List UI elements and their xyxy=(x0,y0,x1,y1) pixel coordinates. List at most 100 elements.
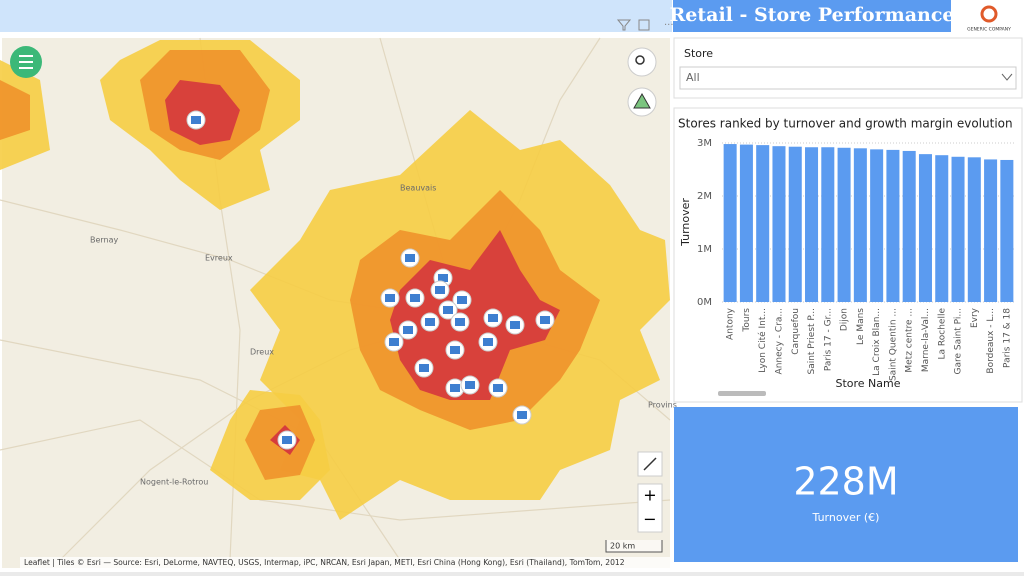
x-tick-label: Annecy - Cra... xyxy=(774,308,784,374)
logo-icon xyxy=(980,5,998,23)
store-icon xyxy=(510,321,520,329)
bar xyxy=(984,159,998,302)
store-icon xyxy=(455,318,465,326)
attribution[interactable]: Leaflet | Tiles © Esri — Source: Esri, D… xyxy=(24,558,625,567)
store-icon xyxy=(443,306,453,314)
bar xyxy=(918,154,932,302)
place-label: Bernay xyxy=(90,236,119,245)
bar-chart: 0M 1M 2M 3M Antony Tours Lyon Cité Int... Annec… xyxy=(697,138,1015,381)
scrollbar[interactable] xyxy=(718,391,766,396)
x-tick-label: Lyon Cité Int... xyxy=(757,308,768,373)
place-label: Provins xyxy=(648,401,677,410)
store-icon xyxy=(457,296,467,304)
slicer-value: All xyxy=(686,71,700,84)
store-icon xyxy=(389,338,399,346)
bar xyxy=(723,144,737,302)
store-icon xyxy=(483,338,493,346)
scale-bar xyxy=(605,540,663,553)
bar xyxy=(821,147,835,302)
store-icon xyxy=(385,294,395,302)
zoom-out[interactable]: − xyxy=(643,510,656,529)
visual-header xyxy=(0,0,672,32)
store-icons xyxy=(186,110,555,450)
store-icon xyxy=(517,411,527,419)
store-icon xyxy=(410,294,420,302)
place-label: Dreux xyxy=(250,348,274,357)
x-tick-label: Saint Quentin ... xyxy=(888,308,898,381)
bar xyxy=(772,146,786,302)
zone-red xyxy=(390,230,560,400)
store-icon xyxy=(405,254,415,262)
x-tick-label: Saint Priest P... xyxy=(807,308,817,375)
kpi-label: Turnover (€) xyxy=(812,511,880,524)
x-axis-title: Store Name xyxy=(835,377,900,390)
focus-icon[interactable] xyxy=(638,19,650,31)
search-button[interactable] xyxy=(627,47,657,77)
store-icon xyxy=(425,318,435,326)
x-tick-label: Bordeaux - L... xyxy=(986,308,996,374)
store-icon xyxy=(419,364,429,372)
y-tick-label: 0M xyxy=(697,297,712,308)
bar xyxy=(805,147,819,302)
slicer-label: Store xyxy=(684,47,713,60)
bar xyxy=(951,156,965,302)
bar xyxy=(739,144,753,302)
bar xyxy=(902,150,916,302)
bar xyxy=(853,148,867,302)
x-tick-label: Le Mans xyxy=(856,308,866,345)
store-icon xyxy=(540,316,550,324)
store-icon xyxy=(403,326,413,334)
y-axis-title: Turnover xyxy=(679,198,692,247)
x-tick-label: Paris 17 - Gr... xyxy=(823,308,833,371)
map[interactable]: Beauvais Evreux Bernay Nogent-le-Rotrou … xyxy=(0,37,677,568)
menu-icon xyxy=(19,55,33,69)
layers-icon xyxy=(633,92,651,109)
x-tick-label: Evry xyxy=(970,307,980,328)
place-label: Evreux xyxy=(205,254,233,263)
x-tick-label: Dijon xyxy=(840,308,850,331)
x-tick-label: Metz centre ... xyxy=(905,308,915,373)
bar xyxy=(788,146,802,302)
x-tick-label: Tours xyxy=(742,308,752,333)
bar xyxy=(935,155,949,302)
bar xyxy=(870,149,884,302)
logo-text: GENERIC COMPANY xyxy=(967,27,1011,33)
store-icon xyxy=(282,436,292,444)
more-icon[interactable]: ··· xyxy=(664,20,674,31)
bar xyxy=(837,147,851,302)
fullscreen-icon xyxy=(643,457,657,471)
store-icon xyxy=(438,274,448,282)
x-tick-label: La Rochelle xyxy=(937,308,947,360)
search-icon xyxy=(635,55,645,65)
bar xyxy=(1000,159,1014,302)
kpi-value: 228M xyxy=(793,460,898,504)
store-icon xyxy=(493,384,503,392)
filter-icon[interactable] xyxy=(616,19,632,31)
x-tick-label: Carquefou xyxy=(791,308,801,355)
x-tick-label: Antony xyxy=(726,307,736,340)
y-tick-label: 1M xyxy=(697,244,712,255)
x-tick-label: Marne-la-Val... xyxy=(921,308,931,372)
slicer-dropdown[interactable] xyxy=(679,66,1017,90)
attribution-bg xyxy=(20,557,670,568)
bar xyxy=(886,149,900,302)
y-tick-label: 3M xyxy=(697,138,712,149)
kpi-card xyxy=(674,407,1018,562)
bar xyxy=(756,145,770,302)
place-label: Beauvais xyxy=(400,184,436,193)
place-label: Nogent-le-Rotrou xyxy=(140,478,208,487)
chart-title: Stores ranked by turnover and growth mar… xyxy=(678,117,1013,131)
x-tick-label: La Croix Blan... xyxy=(872,308,882,376)
dropdown-arrow xyxy=(1001,73,1013,81)
title-banner xyxy=(673,0,951,32)
scale-label: 20 km xyxy=(610,542,635,551)
zoom-control xyxy=(637,483,663,533)
zoom-in[interactable]: + xyxy=(643,486,656,505)
bar xyxy=(967,157,981,302)
store-icon xyxy=(191,116,201,124)
zone-red xyxy=(165,80,240,145)
store-icon xyxy=(488,314,498,322)
store-icon xyxy=(465,381,475,389)
y-tick-label: 2M xyxy=(697,191,712,202)
